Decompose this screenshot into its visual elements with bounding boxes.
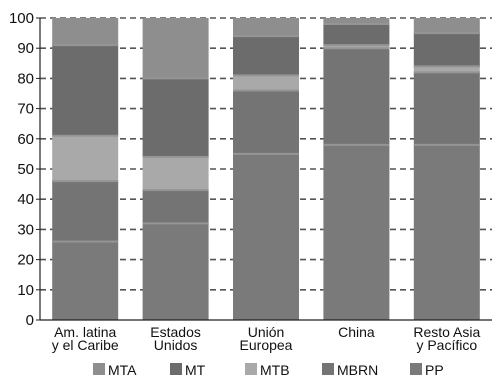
bar-segment-mt-1 bbox=[142, 78, 209, 157]
bar-segment-pp-1 bbox=[142, 223, 209, 320]
bar-segment-mta-1 bbox=[142, 18, 209, 79]
bar-segment-mt-0 bbox=[52, 45, 119, 136]
x-category-label-0: Am. latina y el Caribe bbox=[52, 324, 119, 353]
bar-segment-mtb-1 bbox=[142, 156, 209, 191]
x-category-label-2: Unión Europea bbox=[240, 324, 293, 353]
x-category-label-line: Am. latina bbox=[54, 324, 116, 340]
y-tick-label-100: 100 bbox=[9, 10, 34, 27]
legend-label-pp: PP bbox=[425, 362, 444, 378]
x-category-label-1: Estados Unidos bbox=[150, 324, 201, 353]
x-category-label-line: Unidos bbox=[154, 337, 198, 353]
legend-swatch-mt bbox=[170, 363, 182, 375]
bar-segment-mbrn-1 bbox=[142, 190, 209, 224]
bar-segment-mtb-4 bbox=[413, 66, 480, 73]
bar-segment-mbrn-2 bbox=[233, 90, 299, 154]
y-tick-label-0: 0 bbox=[26, 312, 34, 329]
y-tick-label-30: 30 bbox=[17, 221, 34, 238]
bar-segment-mta-0 bbox=[52, 18, 119, 46]
bar-segment-mtb-0 bbox=[52, 135, 119, 182]
y-tick-label-70: 70 bbox=[17, 101, 34, 118]
x-category-label-line: Europea bbox=[240, 337, 293, 353]
x-category-label-4: Resto Asia y Pacífico bbox=[413, 324, 480, 353]
bar-segment-mta-2 bbox=[233, 18, 299, 37]
y-tick-label-60: 60 bbox=[17, 131, 34, 148]
legend-swatch-mtb bbox=[245, 363, 257, 375]
bar-segment-mbrn-3 bbox=[323, 48, 390, 145]
bars bbox=[52, 18, 480, 320]
bar-segment-pp-3 bbox=[323, 144, 390, 320]
y-tick-label-40: 40 bbox=[17, 191, 34, 208]
legend: MTA MT MTB MBRN PP bbox=[93, 362, 444, 378]
bar-segment-mtb-2 bbox=[233, 75, 299, 91]
x-category-label-line: China bbox=[338, 324, 375, 340]
x-category-label-line: y Pacífico bbox=[416, 337, 477, 353]
legend-label-mbrn: MBRN bbox=[337, 362, 378, 378]
bar-segment-mbrn-0 bbox=[52, 181, 119, 242]
bar-segment-mt-3 bbox=[323, 24, 390, 46]
legend-label-mta: MTA bbox=[108, 362, 137, 378]
bar-segment-mt-4 bbox=[413, 33, 480, 67]
y-tick-label-90: 90 bbox=[17, 40, 34, 57]
bar-segment-pp-4 bbox=[413, 144, 480, 320]
legend-label-mt: MT bbox=[185, 362, 206, 378]
bar-segment-mta-3 bbox=[323, 18, 390, 25]
legend-swatch-mta bbox=[93, 363, 105, 375]
x-category-label-line: y el Caribe bbox=[52, 337, 119, 353]
bar-segment-mtb-3 bbox=[323, 45, 390, 49]
x-category-label-line: Estados bbox=[150, 324, 201, 340]
bar-segment-mta-4 bbox=[413, 18, 480, 34]
y-tick-label-20: 20 bbox=[17, 252, 34, 269]
bar-segment-mbrn-4 bbox=[413, 72, 480, 145]
legend-swatch-mbrn bbox=[322, 363, 334, 375]
legend-label-mtb: MTB bbox=[260, 362, 290, 378]
bar-segment-mt-2 bbox=[233, 36, 299, 76]
x-category-label-line: Unión bbox=[248, 324, 285, 340]
x-category-label-line: Resto Asia bbox=[413, 324, 480, 340]
y-tick-label-10: 10 bbox=[17, 282, 34, 299]
bar-segment-pp-0 bbox=[52, 241, 119, 320]
y-axis-ticks: 0 10 20 30 40 50 60 70 80 90 100 bbox=[9, 10, 40, 329]
y-tick-label-80: 80 bbox=[17, 70, 34, 87]
legend-swatch-pp bbox=[410, 363, 422, 375]
y-tick-label-50: 50 bbox=[17, 161, 34, 178]
x-category-label-3: China bbox=[338, 324, 375, 340]
bar-segment-pp-2 bbox=[233, 153, 299, 320]
